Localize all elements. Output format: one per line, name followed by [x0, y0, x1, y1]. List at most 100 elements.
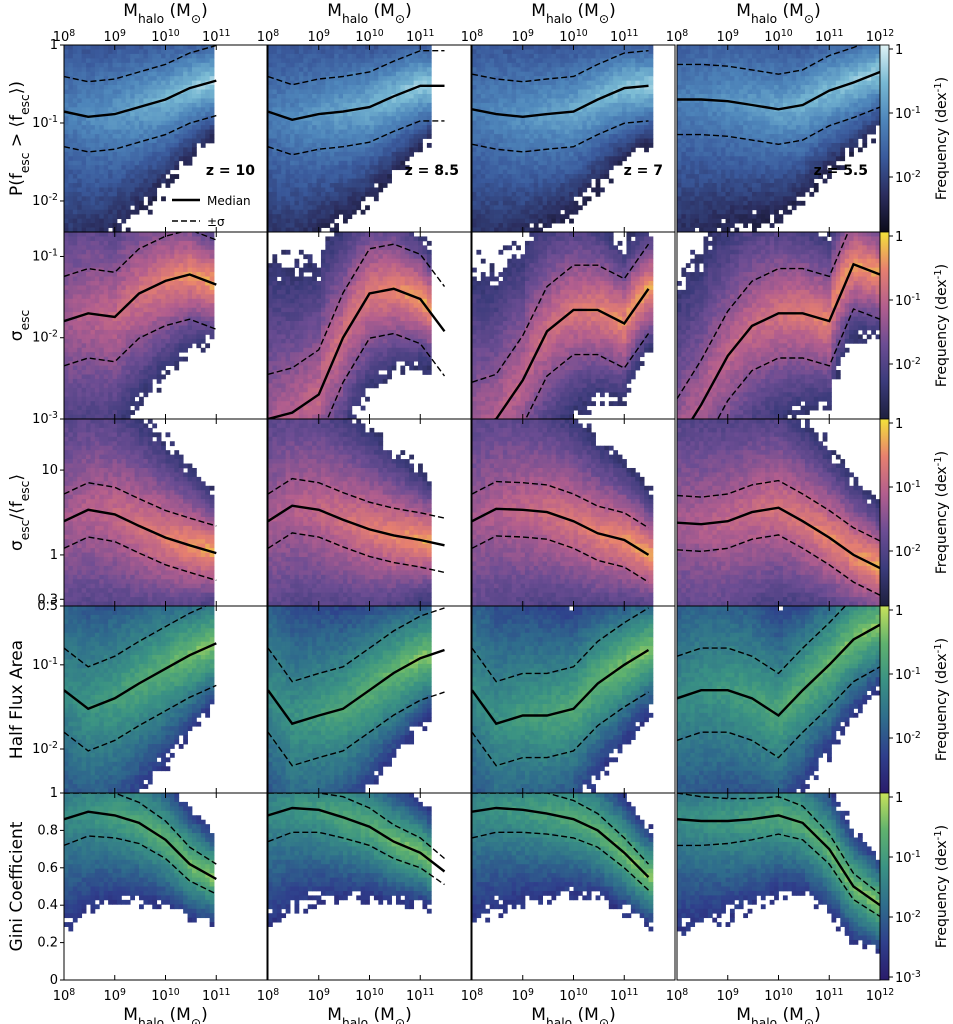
heatmap-half_flux-2: [472, 606, 654, 793]
redshift-label: z = 8.5: [405, 163, 459, 179]
sigma-lower-line: [326, 332, 446, 419]
median-line: [492, 288, 650, 419]
curves-pfesc-3: [677, 45, 880, 146]
sigma-lower-line: [268, 831, 445, 886]
median-line: [677, 814, 880, 907]
top-x-tick-label: 1010: [151, 28, 179, 46]
colorbar-tick-label: 1: [895, 417, 903, 432]
y-axis-label-gini: Gini Coefficient: [7, 821, 27, 951]
y-tick-label: 0.2: [37, 936, 58, 951]
heatmap-sigma-2: [472, 232, 654, 419]
y-tick-label: 0.4: [37, 898, 58, 913]
colorbar-tick-label: 10-3: [895, 969, 921, 987]
curves-sigma_norm-3: [677, 479, 880, 596]
sigma-lower-line: [64, 684, 217, 752]
top-x-tick-label: 109: [308, 28, 331, 46]
bottom-x-tick-label: 108: [666, 987, 689, 1005]
top-x-tick-label: 1010: [559, 28, 587, 46]
colorbar-tick-label: 1: [895, 43, 903, 58]
median-line: [268, 287, 446, 419]
y-tick-label: 10-1: [32, 655, 58, 673]
sigma-upper-line: [64, 606, 208, 668]
top-x-tick-label: 1011: [406, 28, 434, 46]
colorbar-label: Frequency (dex-1): [933, 264, 951, 387]
top-x-axis-title: Mhalo (M⊙): [736, 1, 820, 26]
curves-sigma-1: [268, 243, 446, 419]
top-x-tick-label: 1011: [610, 28, 638, 46]
y-tick-label: 0.5: [37, 599, 58, 614]
colorbar-label: Frequency (dex-1): [933, 638, 951, 761]
y-tick-label: 0: [50, 973, 58, 988]
sigma-upper-line: [64, 793, 217, 865]
median-line: [472, 806, 650, 878]
curve-layer: [64, 45, 880, 917]
heatmap-gini-1: [268, 793, 432, 927]
colorbar-label: Frequency (dex-1): [933, 77, 951, 200]
curves-half_flux-1: [268, 607, 445, 767]
curves-gini-0: [64, 793, 217, 895]
curves-gini-1: [268, 793, 446, 886]
heatmap-pfesc-0: [64, 45, 215, 232]
y-tick-label: 10-2: [32, 739, 58, 757]
median-line: [64, 642, 217, 711]
sigma-upper-line: [472, 50, 649, 83]
y-tick-label: 10-2: [32, 191, 58, 209]
bottom-x-tick-label: 1012: [866, 987, 894, 1005]
sigma-lower-line: [524, 333, 650, 419]
heatmap-half_flux-3: [677, 606, 880, 793]
y-tick-label: 10-1: [32, 247, 58, 265]
heatmap-layer: [64, 45, 880, 954]
sigma-upper-line: [677, 479, 880, 542]
redshift-label: z = 5.5: [814, 163, 868, 179]
bottom-x-axis-title: Mhalo (M⊙): [736, 1005, 820, 1024]
sigma-upper-line: [677, 606, 847, 675]
curves-half_flux-0: [64, 606, 217, 752]
median-line: [268, 648, 445, 726]
heatmap-sigma-1: [268, 232, 432, 419]
redshift-label: z = 10: [206, 163, 255, 179]
heatmap-gini-3: [677, 793, 880, 954]
colorbar-tick-label: 10-1: [895, 105, 921, 123]
heatmap-pfesc-2: [472, 45, 654, 232]
bottom-x-tick-label: 108: [53, 987, 76, 1005]
colorbar-half_flux: [879, 605, 890, 794]
colorbar-tick-label: 1: [895, 604, 903, 619]
bottom-x-tick-label: 1011: [202, 987, 230, 1005]
frame-layer: [60, 44, 893, 981]
median-line: [677, 506, 880, 570]
bottom-x-axis-title: Mhalo (M⊙): [531, 1005, 615, 1024]
colorbar-tick-label: 10-2: [895, 730, 921, 748]
median-line: [64, 273, 217, 323]
median-line: [64, 810, 217, 881]
colorbar-sigma_norm: [879, 418, 890, 607]
heatmap-sigma-0: [64, 232, 215, 419]
median-line: [690, 262, 880, 419]
sigma-lower-line: [268, 120, 445, 156]
median-line: [64, 508, 217, 555]
top-x-tick-label: 109: [512, 28, 535, 46]
y-tick-label: 10-2: [32, 328, 58, 346]
sigma-upper-line: [268, 607, 445, 683]
median-line: [268, 504, 445, 547]
heatmap-half_flux-1: [268, 606, 432, 793]
sigma-lower-line: [268, 532, 445, 574]
curves-sigma-0: [64, 232, 217, 367]
curves-sigma-2: [472, 243, 650, 419]
sigma-lower-line: [472, 535, 649, 583]
heatmap-gini-2: [472, 793, 654, 932]
sigma-lower-line: [472, 691, 649, 767]
curves-sigma_norm-1: [268, 477, 445, 574]
redshift-label: z = 7: [624, 163, 663, 179]
heatmap-sigma_norm-2: [472, 419, 654, 606]
top-x-tick-label: 109: [717, 28, 740, 46]
top-x-axis-title: Mhalo (M⊙): [327, 1, 411, 26]
bottom-x-tick-label: 109: [104, 987, 127, 1005]
colorbar-tick-label: 10-2: [895, 543, 921, 561]
median-line: [268, 84, 445, 122]
sigma-upper-line: [472, 607, 649, 683]
colorbar-tick-label: 1: [895, 791, 903, 806]
sigma-upper-line: [268, 243, 446, 375]
top-x-tick-label: 108: [257, 28, 280, 46]
top-x-tick-label: 1012: [866, 28, 894, 46]
median-line: [64, 79, 217, 119]
